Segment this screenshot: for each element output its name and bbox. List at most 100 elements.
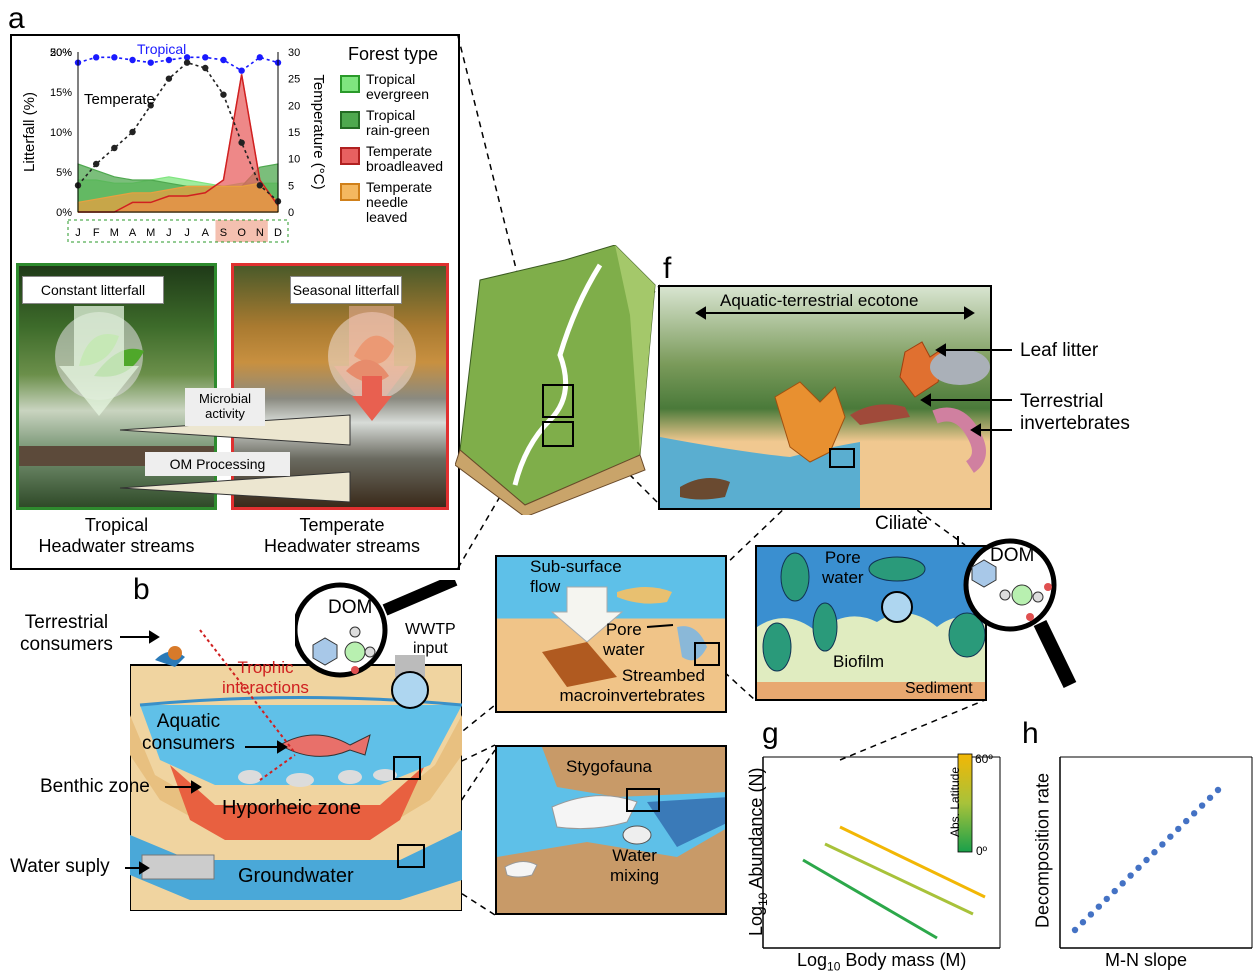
tropical-streams-caption: Tropical Headwater streams — [16, 515, 217, 557]
streambed-line2: macroinvertebrates — [559, 686, 705, 705]
decomposition-chart — [1059, 756, 1253, 949]
g-xlabel-sub: 10 — [827, 959, 841, 974]
panel-f-frame — [658, 285, 992, 510]
water-supply-pipe-icon — [141, 854, 215, 880]
aquatic-consumers-label: Aquatic consumers — [142, 711, 235, 755]
dom-label-e: DOM — [990, 545, 1035, 566]
legend-text: rain-green — [366, 122, 430, 138]
leaf-litter-label: Leaf litter — [1020, 340, 1099, 361]
temperate-streams-caption: Temperate Headwater streams — [231, 515, 453, 557]
temperature-point-0-7 — [202, 54, 209, 61]
water-mixing-icon — [622, 825, 652, 845]
trophic-line1: Trophic — [237, 658, 294, 677]
temperature-point-1-2 — [111, 144, 118, 152]
om-wedge — [119, 471, 351, 503]
x-tick-label: A — [129, 227, 137, 239]
y2-axis-label: Temperature (°C) — [310, 74, 327, 189]
legend-swatch — [340, 183, 360, 201]
b-arrows — [120, 630, 288, 875]
g-xlabel-pre: Log — [797, 950, 828, 970]
legend-swatch — [340, 147, 360, 165]
x-tick-label: J — [184, 227, 190, 239]
terrestrial-inv-line1: Terrestrial — [1020, 391, 1104, 412]
x-tick-label: J — [166, 227, 172, 239]
water-mixing-line2: mixing — [610, 866, 660, 885]
water-mixing-label: Water mixing — [610, 846, 659, 886]
h-xlabel: M-N slope — [1105, 950, 1188, 970]
tropical-line-label: Tropical — [137, 41, 186, 57]
y-tick-label: 10% — [50, 127, 72, 139]
g-ylabel-pre: Log — [746, 906, 767, 937]
trend-dot — [1214, 786, 1222, 794]
ecotone-label: Aquatic-terrestrial ecotone — [720, 291, 919, 310]
trend-dot — [1167, 833, 1174, 840]
dom-bubble-e — [881, 591, 913, 623]
ciliate-icon — [780, 552, 810, 602]
temperature-point-1-7 — [202, 64, 209, 72]
streambed-line1: Streambed — [621, 666, 705, 685]
benthic-zone-label: Benthic zone — [40, 776, 150, 797]
legend-text: Temperate — [366, 143, 433, 159]
temperature-point-1-1 — [92, 160, 100, 168]
inset-g-marker — [626, 788, 660, 812]
panel-a-frame — [10, 34, 460, 570]
amphipod-icon — [617, 587, 672, 604]
wwtp-line1: WWTP — [405, 621, 456, 638]
dom-magnifier-b — [295, 580, 458, 678]
trend-dot — [1159, 841, 1166, 848]
terrestrial-consumers-line1: Terrestrial — [24, 612, 109, 633]
legend-entry: Temperate needle leaved — [340, 180, 458, 225]
trend-dot — [1206, 794, 1214, 801]
terrestrial-consumers-label: Terrestrial consumers — [20, 612, 113, 656]
temperature-point-0-3 — [129, 56, 136, 64]
water-mixing-line1: Water — [612, 846, 657, 865]
leaf-litter-icon — [774, 381, 846, 463]
panel-label-f: f — [663, 252, 672, 285]
fish-icon — [278, 734, 371, 757]
seasonal-litterfall-label: Seasonal litterfall — [290, 276, 402, 304]
legend-text: needle — [366, 194, 409, 210]
y-tick-label: 5% — [56, 167, 72, 179]
y2-tick-label: 10 — [288, 154, 300, 166]
legend-text: Temperate — [366, 179, 433, 195]
size-spectrum-line-0 — [839, 825, 986, 899]
y-axis-label: Litterfall (%) — [21, 92, 38, 172]
watershed-landscape — [455, 245, 656, 515]
beetle-icon — [680, 478, 730, 500]
trend-dot — [1151, 849, 1158, 856]
hyporheic-zone-label: Hyporheic zone — [222, 797, 361, 819]
temperature-line-1 — [77, 61, 279, 202]
dom-bubble — [391, 671, 429, 709]
g-ylabel: Log10 Abundance (N) — [746, 742, 770, 962]
sediment-label: Sediment — [905, 680, 973, 697]
subsurface-flow-arrow-icon — [550, 586, 624, 643]
g-ylabel-sub: 10 — [755, 892, 770, 906]
temperate-caption-line1: Temperate — [299, 515, 385, 535]
size-spectrum-line-2 — [802, 858, 938, 940]
y2-tick-label: 30 — [288, 47, 300, 59]
panel-label-a: a — [8, 2, 25, 35]
trend-dot — [1127, 872, 1134, 879]
inset-f-marker — [542, 384, 574, 418]
dom-label-b: DOM — [328, 597, 373, 618]
stygofauna-label: Stygofauna — [566, 757, 653, 776]
y2-tick-label: 20 — [288, 100, 300, 112]
microbial-line2: activity — [205, 406, 245, 421]
terrestrial-inv-line2: invertebrates — [1020, 413, 1130, 434]
temperature-point-1-4 — [147, 102, 154, 109]
inset-e-marker — [694, 642, 720, 666]
pore-c-line2: water — [603, 640, 645, 659]
aquatic-line2: consumers — [142, 733, 235, 754]
trend-dot — [1175, 825, 1182, 833]
temperature-point-1-6 — [183, 59, 191, 66]
legend-text: broadleaved — [366, 158, 444, 174]
biofilm-label: Biofilm — [833, 652, 885, 671]
trend-dot — [1103, 895, 1110, 903]
colorbar-min-label: 0º — [976, 844, 988, 858]
legend-entry: Temperate broadleaved — [340, 144, 458, 174]
x-tick-label: O — [237, 227, 246, 239]
temperature-point-0-9 — [238, 67, 245, 74]
trend-dot — [1190, 810, 1198, 817]
legend-text: Tropical — [366, 71, 416, 87]
colorbar-max-label: 60º — [975, 752, 993, 766]
